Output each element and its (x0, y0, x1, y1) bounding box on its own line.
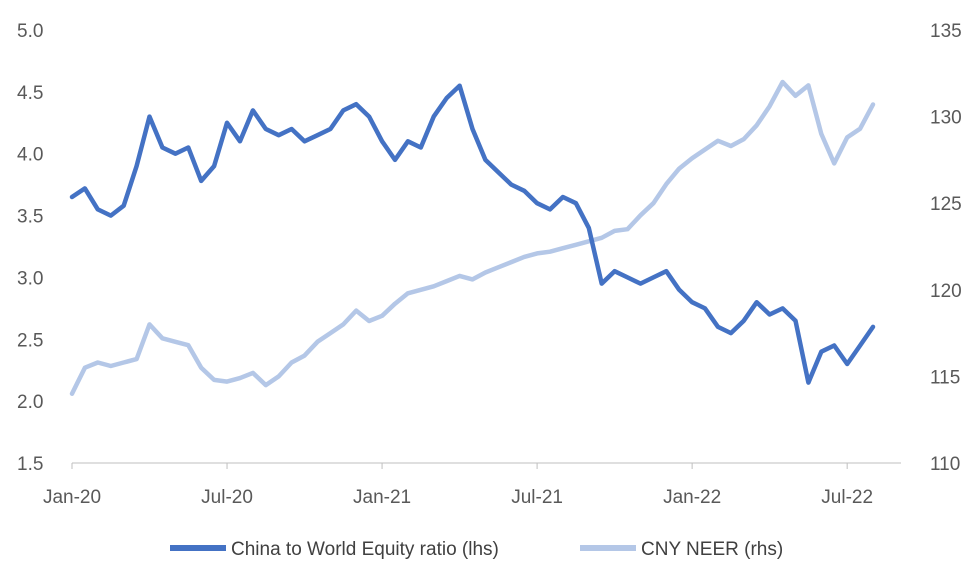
x-tick-label: Jul-20 (201, 487, 253, 508)
left-tick-label: 4.0 (17, 145, 43, 166)
x-tick-label: Jul-21 (511, 487, 563, 508)
left-tick-label: 2.5 (17, 330, 43, 351)
x-tick-label: Jan-20 (43, 487, 101, 508)
legend-label: CNY NEER (rhs) (641, 539, 783, 560)
series-line-equity-ratio (69, 83, 876, 385)
left-tick-label: 3.5 (17, 207, 43, 228)
series-layer (69, 79, 876, 396)
left-tick-label: 5.0 (17, 21, 43, 42)
right-tick-label: 125 (930, 194, 962, 215)
left-axis: 5.0 4.5 4.0 3.5 3.0 2.5 2.0 1.5 (17, 21, 43, 475)
left-tick-label: 3.0 (17, 268, 43, 289)
legend-label: China to World Equity ratio (lhs) (231, 539, 499, 560)
right-axis: 135 130 125 120 115 110 (930, 21, 962, 475)
left-tick-label: 4.5 (17, 83, 43, 104)
series-line-cny-neer (69, 79, 876, 396)
x-tick-label: Jan-22 (663, 487, 721, 508)
left-tick-label: 1.5 (17, 454, 43, 475)
right-tick-label: 110 (930, 454, 960, 475)
x-tick-label: Jan-21 (353, 487, 411, 508)
right-tick-label: 130 (930, 108, 962, 129)
right-tick-label: 120 (930, 281, 962, 302)
right-tick-label: 135 (930, 21, 962, 42)
x-tick-label: Jul-22 (821, 487, 873, 508)
left-tick-label: 2.0 (17, 392, 43, 413)
legend: China to World Equity ratio (lhs) CNY NEE… (170, 539, 783, 560)
right-tick-label: 115 (930, 367, 960, 388)
x-axis: Jan-20 Jul-20 Jan-21 Jul-21 Jan-22 Jul-22 (43, 463, 873, 508)
